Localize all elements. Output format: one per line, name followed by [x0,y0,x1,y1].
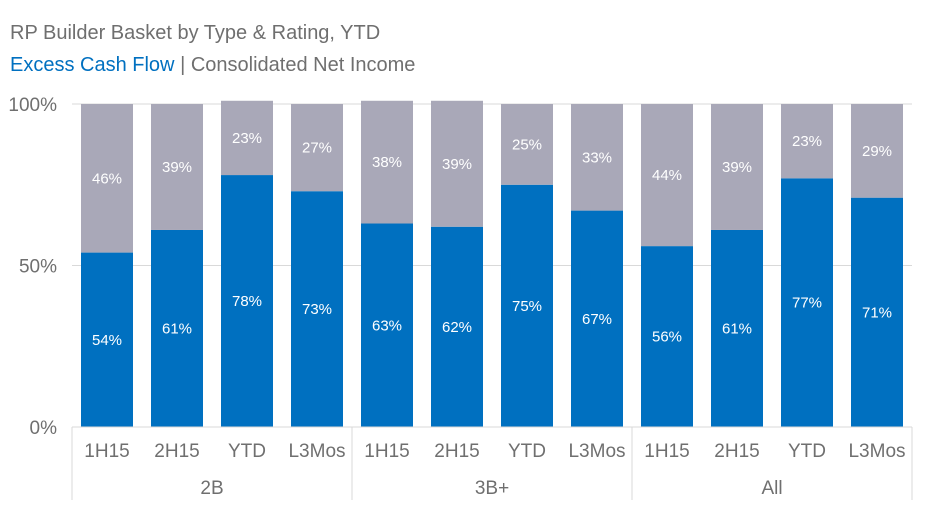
bar-consolidated-net-income [571,104,623,211]
bar-consolidated-net-income [81,104,133,253]
data-label: 54% [92,332,122,349]
bar-excess-cash-flow [81,252,133,427]
data-label: 67% [582,311,612,328]
x-category-label: L3Mos [288,441,345,462]
x-group-label: 2B [200,478,223,499]
x-category-label: 1H15 [364,441,409,462]
data-label: 29% [862,143,892,160]
bar-excess-cash-flow [571,210,623,427]
x-category-label: YTD [228,441,266,462]
bar-consolidated-net-income [501,104,553,185]
bar-excess-cash-flow [851,197,903,427]
bar-consolidated-net-income [641,104,693,247]
bar-excess-cash-flow [431,226,483,427]
subtitle-series-consolidated-net-income: Consolidated Net Income [190,54,416,76]
data-label: 46% [92,170,122,187]
bar-consolidated-net-income [781,104,833,179]
data-label: 61% [162,320,192,337]
y-tick-label: 100% [8,95,57,116]
bar-consolidated-net-income [221,100,273,176]
data-label: 23% [792,133,822,150]
bar-excess-cash-flow [711,229,763,427]
bar-excess-cash-flow [781,178,833,427]
bar-consolidated-net-income [431,100,483,227]
x-category-label: L3Mos [568,441,625,462]
data-label: 25% [512,136,542,153]
chart-subtitle: Excess Cash Flow | Consolidated Net Inco… [10,54,415,77]
data-label: 62% [442,319,472,336]
bar-consolidated-net-income [851,104,903,198]
data-label: 73% [302,301,332,318]
data-label: 78% [232,293,262,310]
subtitle-series-excess-cash-flow: Excess Cash Flow [10,54,175,76]
data-label: 33% [582,149,612,166]
x-category-label: 2H15 [154,441,199,462]
bar-consolidated-net-income [361,100,413,224]
subtitle-separator: | [180,54,186,76]
data-label: 44% [652,167,682,184]
x-category-label: 1H15 [84,441,129,462]
bar-excess-cash-flow [291,191,343,427]
bar-consolidated-net-income [151,104,203,230]
data-label: 77% [792,295,822,312]
y-tick-label: 50% [19,257,57,278]
data-label: 71% [862,304,892,321]
bar-consolidated-net-income [291,104,343,192]
data-label: 23% [232,130,262,147]
x-category-label: 2H15 [714,441,759,462]
data-label: 27% [302,140,332,157]
x-group-label: All [761,478,782,499]
bar-excess-cash-flow [641,246,693,427]
x-category-label: YTD [508,441,546,462]
data-label: 75% [512,298,542,315]
x-category-label: 2H15 [434,441,479,462]
data-label: 61% [722,320,752,337]
x-category-label: L3Mos [848,441,905,462]
data-label: 38% [372,154,402,171]
data-label: 39% [442,156,472,173]
chart-title: RP Builder Basket by Type & Rating, YTD [10,22,381,44]
data-label: 39% [162,159,192,176]
bar-excess-cash-flow [151,229,203,427]
y-tick-label: 0% [30,418,58,439]
x-group-label: 3B+ [475,478,509,499]
data-label: 39% [722,159,752,176]
bar-excess-cash-flow [361,223,413,427]
x-category-label: 1H15 [644,441,689,462]
bar-excess-cash-flow [221,175,273,427]
bar-consolidated-net-income [711,104,763,230]
data-label: 63% [372,317,402,334]
bar-excess-cash-flow [501,184,553,427]
x-category-label: YTD [788,441,826,462]
data-label: 56% [652,329,682,346]
